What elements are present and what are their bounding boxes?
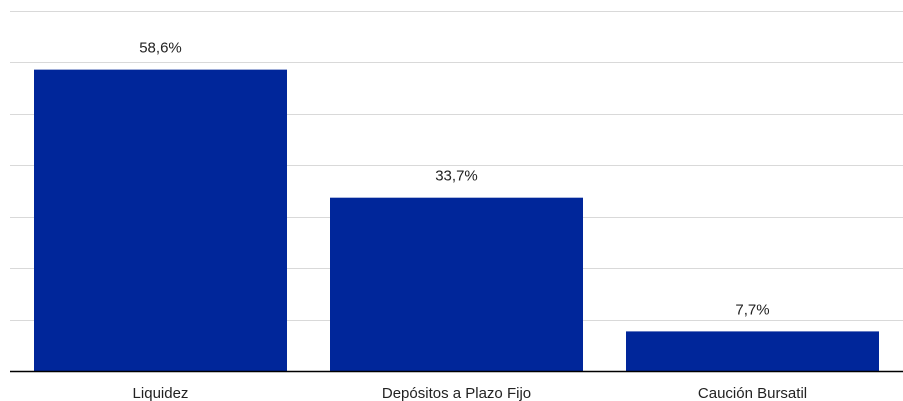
data-label-2: 33,7%: [435, 168, 478, 185]
bar-2: [330, 197, 583, 371]
bar-1: [34, 69, 287, 371]
category-labels: Liquidez Depósitos a Plazo Fijo Caución Bu…: [133, 385, 808, 401]
category-label-2: Depósitos a Plazo Fijo: [382, 385, 531, 401]
data-labels: 58,6% 33,7% 7,7%: [139, 40, 769, 319]
data-label-1: 58,6%: [139, 40, 182, 57]
bars: [34, 69, 879, 371]
category-label-3: Caución Bursatil: [698, 385, 807, 401]
data-label-3: 7,7%: [735, 301, 769, 318]
category-label-1: Liquidez: [133, 385, 189, 401]
bar-3: [626, 331, 879, 371]
